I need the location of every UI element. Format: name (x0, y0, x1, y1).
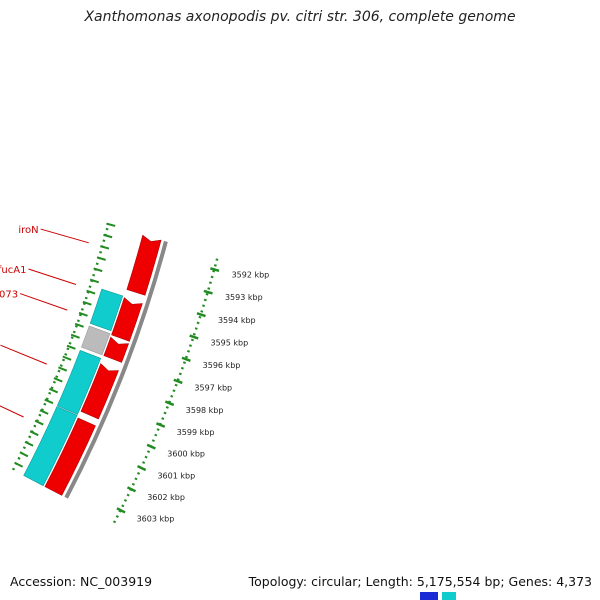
inner-tick (19, 451, 29, 458)
gene-label: fucA1 (0, 265, 26, 276)
kbp-tick-label: 3594 kbp (218, 316, 256, 325)
genome-summary-text: Topology: circular; Length: 5,175,554 bp… (248, 574, 592, 589)
outer-tick (164, 400, 175, 407)
gene-forward-3 (103, 336, 130, 363)
inner-tick (103, 233, 113, 239)
gene-label-leader (28, 268, 77, 285)
gene-label-leader (0, 344, 47, 365)
gene-nahA-reverse (56, 350, 102, 415)
gene-label: XAC3073 (0, 290, 18, 301)
kbp-tick-label: 3603 kbp (137, 514, 175, 523)
inner-tick (70, 333, 80, 339)
gene-iroN-forward (126, 234, 162, 296)
gene-forward-1 (44, 417, 96, 496)
gene-forward-4 (111, 297, 143, 342)
inner-tick (62, 355, 72, 361)
inner-tick (66, 344, 76, 350)
inner-tick (86, 289, 96, 295)
map-title: Xanthomonas axonopodis pv. citri str. 30… (84, 9, 516, 25)
other-gene-track (81, 325, 111, 356)
inner-tick (78, 311, 88, 317)
inner-tick-ruler (11, 222, 116, 471)
outer-ruler-line (112, 255, 220, 524)
inner-tick (34, 419, 44, 426)
edge-gene-cyan (442, 592, 456, 600)
inner-tick (49, 387, 59, 394)
outer-tick (196, 312, 206, 318)
accession-text: Accession: NC_003919 (10, 574, 153, 589)
kbp-tick-label: 3602 kbp (147, 493, 185, 502)
outer-tick (136, 465, 147, 472)
edge-gene-blue (420, 592, 438, 600)
outer-tick (173, 378, 183, 385)
inner-tick (24, 440, 34, 447)
kbp-tick-label: 3595 kbp (211, 339, 249, 348)
kbp-tick-label: 3599 kbp (177, 428, 215, 437)
backbone-line (64, 240, 168, 499)
inner-tick (39, 409, 49, 415)
genome-backbone (64, 240, 168, 499)
gene-label-leader (19, 293, 68, 311)
inner-tick (58, 366, 68, 372)
outer-tick (181, 356, 191, 362)
inner-tick (100, 245, 110, 250)
outer-tick (126, 486, 137, 493)
edge-features (420, 592, 456, 600)
kbp-tick-labels: 3603 kbp 3602 kbp 3601 kbp 3600 kbp 3599 kbp… (137, 270, 270, 523)
gene-XAC3075-reverse (23, 406, 78, 487)
outer-tick (189, 334, 199, 340)
inner-tick (53, 377, 63, 383)
kbp-tick-label: 3592 kbp (232, 270, 270, 279)
inner-tick (82, 300, 92, 306)
outer-tick (210, 267, 220, 273)
gene-label-leader (40, 228, 89, 244)
outer-tick (155, 422, 166, 428)
kbp-tick-label: 3596 kbp (203, 361, 241, 370)
inner-tick (106, 222, 116, 227)
kbp-tick-label: 3601 kbp (157, 471, 195, 480)
reverse-gene-track (23, 288, 124, 487)
outer-tick (116, 507, 126, 514)
inner-tick (29, 430, 39, 437)
kbp-tick-label: 3593 kbp (225, 293, 263, 302)
gene-label-leader (0, 405, 24, 418)
gene-fucA1-reverse (89, 288, 124, 332)
inner-tick (74, 322, 84, 328)
kbp-tick-label: 3597 kbp (194, 384, 232, 393)
inner-tick (44, 398, 54, 405)
forward-gene-track (44, 234, 162, 496)
gene-XAC3073 (81, 325, 111, 356)
inner-tick (89, 278, 100, 284)
gene-forward-2 (80, 363, 119, 420)
gene-labels: XAC3075nahAXAC3073fucA1iroN (0, 225, 89, 418)
outer-tick (146, 443, 156, 450)
inner-tick (96, 256, 106, 261)
outer-tick (203, 289, 213, 295)
gene-label: iroN (18, 225, 38, 236)
inner-tick (14, 461, 24, 468)
inner-tick (93, 267, 103, 273)
kbp-tick-label: 3600 kbp (167, 450, 205, 459)
kbp-tick-label: 3598 kbp (186, 406, 224, 415)
outer-tick-ruler (112, 255, 220, 524)
